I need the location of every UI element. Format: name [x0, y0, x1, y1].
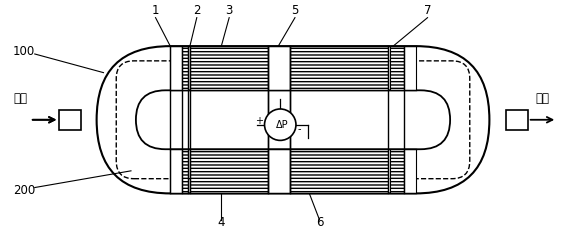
Bar: [404, 149, 416, 193]
Bar: [506, 110, 528, 130]
Bar: [404, 46, 416, 90]
Text: ΔP: ΔP: [276, 120, 289, 130]
Text: 4: 4: [218, 216, 225, 229]
Bar: [290, 149, 388, 193]
Bar: [182, 149, 188, 193]
Text: 5: 5: [291, 4, 299, 17]
Bar: [190, 149, 268, 193]
Text: 3: 3: [225, 4, 233, 17]
Text: 2: 2: [193, 4, 201, 17]
Text: 7: 7: [424, 4, 431, 17]
Text: -: -: [298, 124, 301, 134]
Text: +: +: [255, 116, 262, 126]
Bar: [390, 149, 404, 193]
Bar: [59, 110, 81, 130]
Bar: [268, 149, 290, 193]
Circle shape: [265, 109, 296, 140]
FancyBboxPatch shape: [97, 46, 490, 193]
Text: 6: 6: [316, 216, 323, 229]
Bar: [190, 46, 268, 90]
FancyBboxPatch shape: [136, 90, 450, 149]
Text: 流入: 流入: [13, 92, 27, 105]
Text: 1: 1: [152, 4, 159, 17]
Bar: [170, 149, 182, 193]
Bar: [390, 46, 404, 90]
Text: 200: 200: [13, 184, 35, 197]
Bar: [182, 46, 188, 90]
Bar: [268, 46, 290, 90]
Bar: [170, 46, 182, 90]
Bar: [290, 46, 388, 90]
Text: 流出: 流出: [535, 92, 549, 105]
Text: 100: 100: [13, 44, 35, 58]
